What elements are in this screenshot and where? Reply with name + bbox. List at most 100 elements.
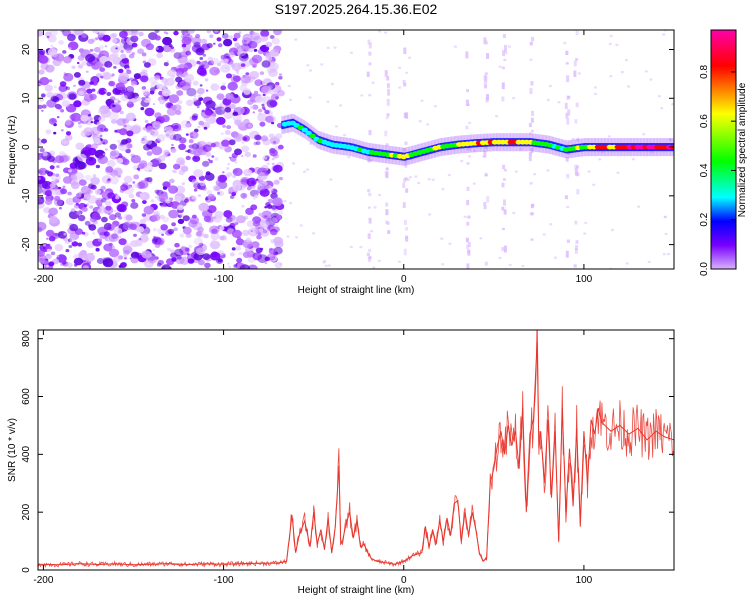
noise-speckle [256, 178, 259, 181]
noise-streak [483, 74, 487, 81]
noise-speckle [106, 159, 116, 168]
noise-speckle [188, 139, 194, 144]
noise-speckle [152, 103, 156, 106]
noise-speckle [126, 86, 134, 93]
noise-speckle [196, 60, 201, 65]
noise-speckle [232, 183, 242, 191]
noise-speckle [67, 191, 72, 196]
noise-streak [402, 80, 406, 84]
noise-speckle [171, 143, 174, 147]
noise-speckle [104, 45, 108, 48]
noise-speckle [592, 183, 596, 186]
noise-speckle [176, 157, 186, 165]
noise-speckle [256, 234, 262, 240]
noise-speckle [210, 142, 216, 148]
noise-streak [574, 168, 578, 175]
noise-streak [574, 220, 578, 225]
noise-speckle [205, 151, 212, 157]
noise-speckle [116, 157, 124, 164]
snr-y-label: SNR (10 * v/v) [7, 418, 18, 482]
noise-speckle [549, 223, 553, 226]
noise-speckle [226, 167, 230, 170]
noise-speckle [41, 109, 44, 112]
noise-speckle [41, 138, 47, 144]
noise-speckle [228, 191, 232, 195]
noise-speckle [192, 148, 202, 157]
noise-speckle [171, 257, 177, 262]
noise-speckle [96, 124, 107, 133]
noise-streak [367, 206, 371, 209]
noise-speckle [269, 35, 275, 39]
noise-speckle [267, 198, 274, 204]
noise-speckle [100, 75, 104, 79]
noise-speckle [254, 134, 262, 141]
noise-streak [367, 155, 371, 162]
noise-speckle [584, 221, 588, 225]
noise-speckle [109, 248, 120, 258]
noise-speckle [82, 265, 90, 269]
noise-speckle [117, 142, 129, 152]
noise-speckle [163, 62, 169, 67]
noise-speckle [154, 75, 161, 81]
noise-speckle [133, 174, 140, 180]
ridge-point [301, 127, 308, 133]
noise-speckle [460, 159, 464, 163]
noise-speckle [156, 83, 164, 90]
noise-speckle [173, 170, 177, 174]
noise-speckle [146, 177, 153, 183]
noise-streak [501, 182, 505, 188]
noise-speckle [309, 142, 313, 145]
noise-speckle [207, 158, 211, 161]
noise-speckle [228, 139, 236, 146]
noise-speckle [124, 257, 127, 260]
noise-speckle [216, 37, 222, 42]
noise-speckle [86, 195, 98, 204]
colorbar-tick-label: 0.0 [699, 262, 710, 276]
noise-speckle [378, 30, 382, 33]
noise-speckle [112, 256, 121, 263]
noise-streak [466, 263, 470, 269]
noise-streak [386, 98, 390, 106]
noise-streak [402, 202, 406, 208]
noise-speckle [142, 89, 150, 96]
noise-speckle [242, 251, 251, 258]
noise-speckle [657, 95, 662, 98]
noise-speckle [110, 224, 116, 229]
noise-speckle [226, 172, 233, 177]
noise-speckle [147, 161, 153, 166]
y-tick-label: 0 [21, 144, 32, 150]
noise-speckle [96, 73, 102, 78]
noise-speckle [89, 81, 94, 85]
noise-streak [485, 40, 489, 45]
noise-speckle [130, 202, 139, 209]
noise-speckle [103, 206, 114, 215]
noise-streak [486, 94, 489, 101]
noise-speckle [308, 69, 313, 72]
noise-speckle [58, 40, 64, 45]
noise-speckle [631, 158, 635, 161]
noise-speckle [275, 133, 283, 140]
noise-speckle [155, 47, 159, 50]
noise-speckle [494, 115, 499, 118]
noise-speckle [173, 163, 181, 170]
noise-speckle [276, 214, 282, 220]
noise-speckle [193, 237, 204, 246]
noise-streak [528, 154, 532, 162]
noise-speckle [110, 102, 121, 111]
noise-speckle [58, 186, 61, 190]
noise-speckle [253, 197, 256, 200]
noise-streak [385, 116, 389, 120]
noise-speckle [176, 71, 183, 77]
noise-streak [501, 227, 505, 231]
noise-streak [530, 212, 534, 216]
noise-speckle [242, 136, 248, 141]
noise-speckle [54, 244, 64, 252]
noise-streak [531, 203, 535, 207]
noise-speckle [268, 68, 278, 77]
noise-speckle [407, 56, 412, 59]
noise-speckle [42, 246, 46, 250]
noise-speckle [104, 61, 113, 68]
noise-speckle [333, 46, 337, 49]
noise-speckle [181, 182, 186, 186]
noise-speckle [97, 62, 101, 65]
